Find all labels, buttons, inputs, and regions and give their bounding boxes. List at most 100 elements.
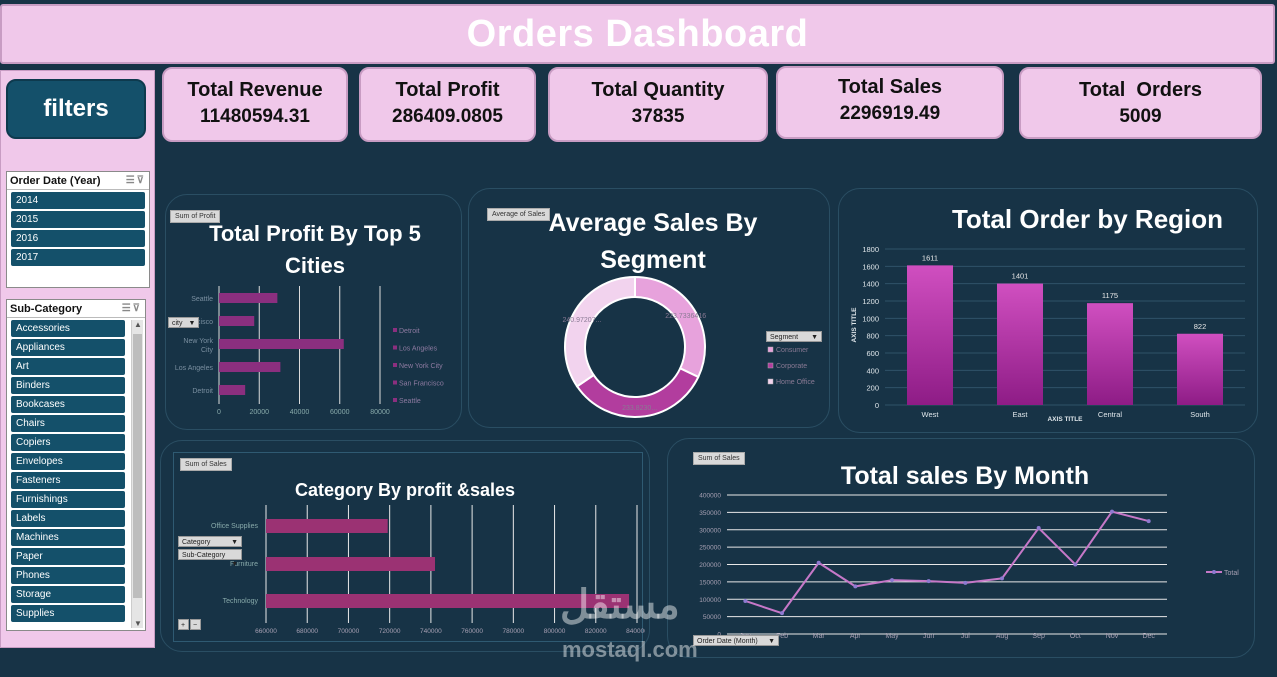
year-item-2014[interactable]: 2014: [11, 192, 145, 209]
multi-select-icon[interactable]: ☰: [121, 303, 133, 314]
subcategory-item-machines[interactable]: Machines: [11, 529, 125, 546]
category-chart: 660000 680000 700000 720000 740000 760000 7800…: [211, 505, 645, 635]
bar: [1177, 333, 1223, 405]
legend-swatch: [767, 362, 774, 369]
scroll-down-icon[interactable]: ▼: [134, 619, 142, 628]
y-tick-label: Los Angeles: [175, 365, 214, 372]
subcategory-filter-dropdown[interactable]: Sub-Category ▼: [178, 549, 242, 568]
subcategory-item-furnishings[interactable]: Furnishings: [11, 491, 125, 508]
orders-by-region-title: Total Order by Region: [951, 204, 1224, 234]
legend-label: New York City: [399, 363, 443, 370]
subcategory-item-fasteners[interactable]: Fasteners: [11, 472, 125, 489]
dropdown-arrow-icon: ▼: [231, 539, 238, 546]
y-tick-label: New York City: [183, 338, 213, 354]
x-tick-label: May: [885, 633, 899, 640]
x-tick-label: Mar: [813, 633, 826, 640]
y-tick-label: 600: [866, 349, 879, 358]
legend-label: Home Office: [776, 379, 815, 386]
sales-by-segment-title: Average Sales By Segment: [548, 209, 758, 274]
subcategory-item-chairs[interactable]: Chairs: [11, 415, 125, 432]
year-item-2015[interactable]: 2015: [11, 211, 145, 228]
orders-by-region-panel: [838, 188, 1258, 433]
x-tick-label: 20000: [250, 409, 270, 416]
pivot-field-button[interactable]: Sum of Profit: [170, 210, 221, 223]
kpi-total-quantity: Total Quantity 37835: [548, 67, 768, 142]
pivot-field-button[interactable]: Sum of Sales: [693, 452, 745, 465]
data-point: [1146, 519, 1151, 524]
legend-label: Detroit: [399, 328, 420, 335]
x-tick-label: Aug: [996, 633, 1009, 640]
data-point: [1000, 576, 1004, 581]
x-tick-label: 780000: [502, 628, 524, 635]
city-filter-dropdown[interactable]: city ▼: [168, 317, 200, 328]
x-tick-label: 760000: [461, 628, 483, 635]
segment-legend: Consumer Corporate Home Office: [767, 346, 815, 386]
year-slicer: Order Date (Year) ☰⊽ 2014 2015 2016 2017: [6, 171, 150, 288]
y-tick-label: Technology: [223, 598, 259, 605]
subcategory-item-labels[interactable]: Labels: [11, 510, 125, 527]
y-tick-label: 1600: [862, 262, 879, 271]
year-item-2016[interactable]: 2016: [11, 230, 145, 247]
pivot-field-button[interactable]: Average of Sales: [487, 208, 551, 221]
x-tick-label: 40000: [290, 409, 310, 416]
y-tick-label: 250000: [699, 545, 721, 552]
x-tick-label: 60000: [330, 409, 350, 416]
bar: [219, 362, 281, 372]
subcategory-item-binders[interactable]: Binders: [11, 377, 125, 394]
filters-button[interactable]: filters: [6, 79, 146, 139]
sales-by-month-chart: 0500001000001500002000002500003000003500…: [699, 493, 1239, 641]
subcategory-item-appliances[interactable]: Appliances: [11, 339, 125, 356]
subcategory-item-accessories[interactable]: Accessories: [11, 320, 125, 337]
x-tick-label: West: [922, 410, 940, 419]
segment-filter-dropdown[interactable]: Segment ▼: [766, 331, 822, 342]
y-tick-label: 350000: [699, 510, 721, 517]
subcategory-item-phones[interactable]: Phones: [11, 567, 125, 584]
subcategory-item-envelopes[interactable]: Envelopes: [11, 453, 125, 470]
kpi-total-revenue: Total Revenue 11480594.31: [162, 67, 348, 142]
y-tick-label: 100000: [699, 597, 721, 604]
category-title: Category By profit &sales: [294, 480, 516, 500]
watermark-text: mostaql.com: [562, 637, 698, 662]
data-point: [1073, 562, 1078, 567]
y-tick-label: 300000: [699, 527, 721, 534]
profit-by-city-title: Total Profit By Top 5 Cities: [209, 221, 421, 278]
y-tick-label: 150000: [699, 579, 721, 586]
subcategory-item-copiers[interactable]: Copiers: [11, 434, 125, 451]
month-filter-dropdown[interactable]: Order Date (Month) ▼: [693, 635, 779, 646]
data-point: [853, 584, 858, 589]
bar: [219, 339, 344, 349]
subcategory-item-paper[interactable]: Paper: [11, 548, 125, 565]
y-tick-label: 800: [866, 332, 879, 341]
y-tick-label: Office Supplies: [211, 523, 258, 530]
x-tick-label: Sep: [1032, 633, 1045, 640]
subcategory-item-storage[interactable]: Storage: [11, 586, 125, 603]
subcategory-item-art[interactable]: Art: [11, 358, 125, 375]
y-tick-label: 1200: [862, 297, 879, 306]
data-label: 1175: [1102, 291, 1118, 300]
expand-button[interactable]: +: [178, 619, 189, 630]
year-item-2017[interactable]: 2017: [11, 249, 145, 266]
subcategory-item-bookcases[interactable]: Bookcases: [11, 396, 125, 413]
y-axis-title: AXIS TITLE: [851, 307, 858, 343]
clear-filter-icon[interactable]: ⊽: [136, 175, 146, 186]
clear-filter-icon[interactable]: ⊽: [132, 303, 142, 314]
x-tick-label: 700000: [338, 628, 360, 635]
scroll-up-icon[interactable]: ▲: [134, 320, 142, 329]
legend-label: Corporate: [776, 363, 807, 370]
data-label: 1611: [922, 253, 938, 262]
orders-by-region-chart: 0 200 400 600 800 1000 1200 1400 1600 1800 1611 Wes…: [851, 245, 1245, 423]
scroll-thumb[interactable]: [133, 334, 142, 598]
y-tick-label: 400000: [699, 493, 721, 500]
bar: [1087, 303, 1133, 405]
sales-by-month-title: Total sales By Month: [840, 462, 1090, 490]
multi-select-icon[interactable]: ☰: [125, 175, 137, 186]
year-slicer-title: Order Date (Year): [10, 174, 101, 187]
slicer-scrollbar[interactable]: ▲ ▼: [131, 320, 143, 628]
pivot-field-button[interactable]: Sum of Sales: [180, 458, 232, 471]
sales-by-segment-chart: 223.7336416 233.8230... 240.97207...: [563, 275, 706, 418]
category-filter-dropdown[interactable]: Category ▼: [178, 536, 242, 547]
collapse-button[interactable]: −: [190, 619, 201, 630]
legend-swatch: [767, 378, 774, 385]
subcategory-item-supplies[interactable]: Supplies: [11, 605, 125, 622]
legend-swatch: [393, 398, 397, 402]
